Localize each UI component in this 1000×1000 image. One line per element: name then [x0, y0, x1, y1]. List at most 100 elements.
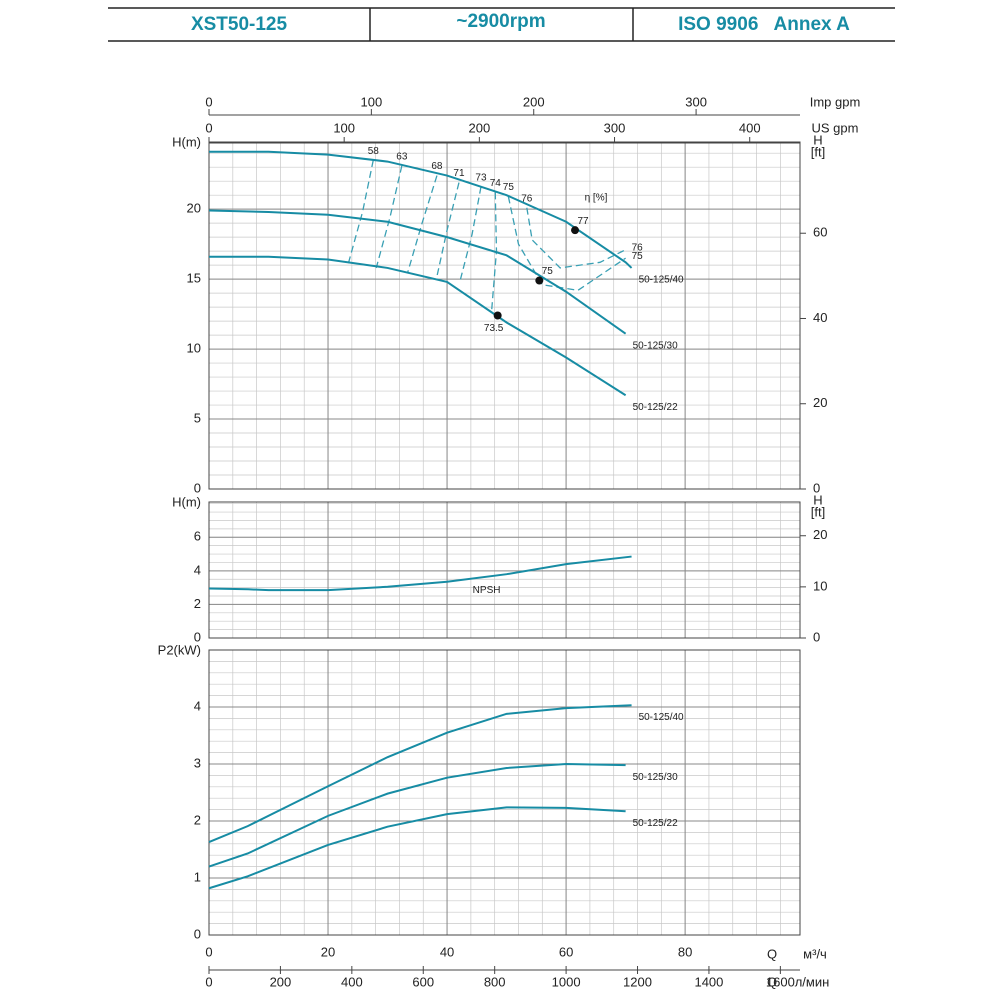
header-cell: ISO 9906 Annex A: [678, 14, 850, 35]
efficiency-label: 73: [475, 172, 487, 183]
curve: [208, 806, 626, 890]
y2-axis-label: [ft]: [811, 504, 825, 519]
curve: [208, 762, 626, 868]
x-tick-label: 1600: [766, 974, 795, 989]
y-tick-label: 15: [187, 271, 201, 286]
curve-label: 50-125/30: [633, 772, 678, 783]
y-tick-label: 0: [194, 926, 201, 941]
y2-tick-label: 20: [813, 527, 827, 542]
x-tick-label: 100: [333, 120, 355, 135]
y2-axis-label: H: [813, 132, 822, 147]
x-tick-label: 0: [205, 94, 212, 109]
efficiency-label: 75: [632, 251, 644, 262]
y2-axis-label: [ft]: [811, 144, 825, 159]
y-tick-label: 6: [194, 529, 201, 544]
efficiency-line: [507, 196, 626, 291]
y-tick-label: 1: [194, 869, 201, 884]
best-point-label: 73.5: [484, 323, 504, 334]
x-axis-label: л/мин: [795, 974, 830, 989]
plot-frame: [208, 141, 801, 490]
curve: [209, 150, 633, 269]
y2-tick-label: 0: [813, 480, 820, 495]
efficiency-line: [375, 165, 403, 269]
x-axis-symbol: Q: [767, 974, 777, 989]
efficiency-title: η [%]: [585, 193, 608, 204]
efficiency-line: [347, 160, 374, 264]
x-tick-label: 200: [523, 94, 545, 109]
y-tick-label: 2: [194, 812, 201, 827]
y2-tick-label: 20: [813, 395, 827, 410]
y-tick-label: 2: [194, 596, 201, 611]
efficiency-label: 58: [368, 146, 380, 157]
y2-tick-label: 0: [813, 629, 820, 644]
x-tick-label: 600: [412, 974, 434, 989]
best-point-label: 75: [542, 266, 554, 277]
x-tick-label: 80: [678, 944, 692, 959]
x-tick-label: 300: [685, 94, 707, 109]
y-tick-label: 20: [187, 201, 201, 216]
curve-label: 50-125/40: [639, 275, 684, 286]
y-tick-label: 10: [187, 341, 201, 356]
y2-tick-label: 60: [813, 225, 827, 240]
curve-label: 50-125/22: [633, 818, 678, 829]
y-tick-label: 4: [194, 562, 201, 577]
efficiency-label: 75: [503, 182, 515, 193]
x-tick-label: 0: [205, 944, 212, 959]
efficiency-label: 71: [453, 168, 465, 179]
efficiency-line: [526, 207, 626, 269]
best-point: [493, 311, 502, 320]
efficiency-label: 74: [490, 178, 502, 189]
curve-label: 50-125/40: [639, 712, 684, 723]
curve: [208, 209, 627, 335]
y-axis-label: P2(kW): [158, 642, 201, 657]
y2-tick-label: 10: [813, 578, 827, 593]
y-tick-label: 5: [194, 410, 201, 425]
curve-label: NPSH: [473, 585, 501, 596]
curve: [208, 704, 632, 844]
x-tick-label: 40: [440, 944, 454, 959]
y-tick-label: 4: [194, 698, 201, 713]
x-tick-label: 200: [270, 974, 292, 989]
x-tick-label: 60: [559, 944, 573, 959]
curve: [208, 555, 632, 592]
efficiency-label: 76: [632, 242, 644, 253]
x-tick-label: 1200: [623, 974, 652, 989]
plot-frame: [208, 501, 801, 639]
x-axis-label: Imp gpm: [810, 94, 861, 109]
x-tick-label: 400: [341, 974, 363, 989]
efficiency-line: [436, 182, 460, 277]
efficiency-line: [491, 192, 498, 310]
x-tick-label: 200: [469, 120, 491, 135]
curve: [209, 255, 627, 397]
x-tick-label: 20: [321, 944, 335, 959]
best-point-label: 77: [577, 216, 589, 227]
x-tick-label: 0: [205, 120, 212, 135]
efficiency-label: 68: [431, 161, 443, 172]
y-tick-label: 0: [194, 480, 201, 495]
y-tick-label: 0: [194, 629, 201, 644]
efficiency-label: 76: [521, 193, 533, 204]
header: XST50-125 ~2900rpm ISO 9906 Annex A: [108, 7, 895, 42]
plot-frame: [208, 649, 801, 936]
y2-tick-label: 40: [813, 310, 827, 325]
x-tick-label: 1400: [694, 974, 723, 989]
x-tick-label: 800: [484, 974, 506, 989]
x-tick-label: 400: [739, 120, 761, 135]
x-tick-label: 300: [604, 120, 626, 135]
x-axis-label: US gpm: [812, 120, 859, 135]
efficiency-label: 63: [396, 151, 408, 162]
efficiency-line: [407, 175, 438, 273]
best-point: [535, 276, 544, 285]
x-tick-label: 100: [361, 94, 383, 109]
y-axis-label: H(m): [172, 494, 201, 509]
y-tick-label: 3: [194, 755, 201, 770]
curve-label: 50-125/30: [633, 340, 678, 351]
x-axis-label: м³/ч: [803, 946, 827, 961]
efficiency-line: [459, 186, 482, 281]
x-tick-label: 0: [205, 974, 212, 989]
x-tick-label: 1000: [552, 974, 581, 989]
curve-label: 50-125/22: [633, 402, 678, 413]
x-axis-symbol: Q: [767, 946, 777, 961]
header-cell: ~2900rpm: [456, 11, 545, 32]
